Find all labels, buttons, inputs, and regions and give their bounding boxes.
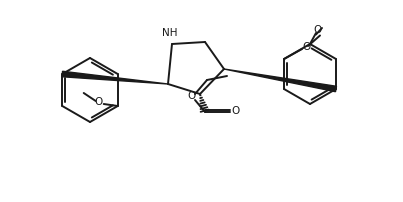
Polygon shape: [62, 71, 168, 84]
Text: O: O: [302, 42, 310, 52]
Text: NH: NH: [162, 28, 178, 38]
Text: O: O: [95, 97, 103, 107]
Text: O: O: [232, 106, 240, 116]
Text: O: O: [187, 91, 195, 101]
Text: O: O: [314, 25, 322, 35]
Polygon shape: [224, 69, 337, 92]
